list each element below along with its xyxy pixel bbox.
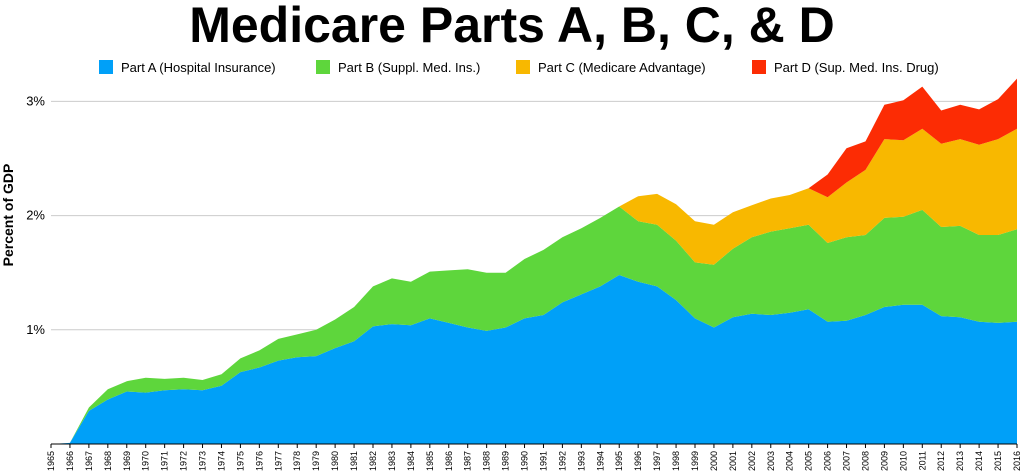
legend-swatch-3: [516, 60, 530, 74]
x-tick-label: 1979: [311, 451, 321, 471]
x-tick-label: 2016: [1012, 451, 1022, 471]
x-tick-label: 2009: [879, 451, 889, 471]
x-tick-label: 1992: [557, 451, 567, 471]
x-tick-label: 1987: [463, 451, 473, 471]
x-tick-label: 1976: [254, 451, 264, 471]
x-tick-label: 2003: [766, 451, 776, 471]
x-tick-label: 1982: [368, 451, 378, 471]
x-tick-label: 1965: [46, 451, 56, 471]
x-tick-label: 1973: [198, 451, 208, 471]
legend-swatch-1: [99, 60, 113, 74]
legend-label-1: Part A (Hospital Insurance): [121, 60, 276, 75]
series-area-2: [51, 206, 1017, 444]
x-tick-label: 1991: [539, 451, 549, 471]
x-tick-label: 2005: [804, 451, 814, 471]
x-tick-label: 2006: [823, 451, 833, 471]
x-tick-label: 1986: [444, 451, 454, 471]
y-tick-label: 1%: [26, 322, 45, 337]
x-tick-label: 1972: [179, 451, 189, 471]
y-tick-label: 3%: [26, 93, 45, 108]
x-tick-label: 1981: [349, 451, 359, 471]
legend: Part A (Hospital Insurance) Part B (Suppl…: [99, 60, 939, 75]
x-tick-label: 1978: [292, 451, 302, 471]
x-tick-label: 1985: [425, 451, 435, 471]
x-tick-label: 1975: [235, 451, 245, 471]
x-tick-label: 2008: [861, 451, 871, 471]
legend-swatch-4: [752, 60, 766, 74]
x-tick-label: 2000: [709, 451, 719, 471]
x-tick-label: 1994: [595, 451, 605, 471]
legend-label-3: Part C (Medicare Advantage): [538, 60, 706, 75]
x-tick-label: 2010: [898, 451, 908, 471]
x-tick-label: 2013: [955, 451, 965, 471]
legend-label-2: Part B (Suppl. Med. Ins.): [338, 60, 480, 75]
x-tick-label: 2015: [993, 451, 1003, 471]
legend-label-4: Part D (Sup. Med. Ins. Drug): [774, 60, 939, 75]
x-tick-label: 1970: [141, 451, 151, 471]
series-area-4: [51, 78, 1017, 444]
x-tick-label: 1989: [501, 451, 511, 471]
x-tick-label: 2014: [974, 451, 984, 471]
x-tick-label: 2004: [785, 451, 795, 471]
x-tick-label: 1977: [273, 451, 283, 471]
x-tick-label: 1990: [520, 451, 530, 471]
x-tick-label: 1974: [217, 451, 227, 471]
x-tick-label: 1969: [122, 451, 132, 471]
plot-areas: [51, 78, 1017, 445]
x-tick-label: 1996: [633, 451, 643, 471]
y-tick-label: 2%: [26, 208, 45, 223]
x-tick-label: 2011: [917, 451, 927, 470]
x-tick-label: 1983: [387, 451, 397, 471]
x-tick-label: 1968: [103, 451, 113, 471]
y-axis-title: Percent of GDP: [0, 164, 16, 267]
x-tick-label: 2007: [842, 451, 852, 471]
x-tick-label: 1993: [576, 451, 586, 471]
x-tick-label: 1999: [690, 451, 700, 471]
legend-swatch-2: [316, 60, 330, 74]
x-tick-label: 1966: [65, 451, 75, 471]
x-tick-label: 1980: [330, 451, 340, 471]
x-tick-label: 1997: [652, 451, 662, 471]
x-tick-label: 1995: [614, 451, 624, 471]
series-area-3: [51, 128, 1017, 445]
x-tick-label: 2012: [936, 451, 946, 471]
x-ticks: 1965 1966 1967 1968 1969 1970 1971 1972 1973 1974…: [46, 444, 1022, 471]
x-tick-label: 1971: [160, 451, 170, 471]
x-tick-label: 1967: [84, 451, 94, 471]
x-tick-label: 1984: [406, 451, 416, 471]
x-tick-label: 2001: [728, 451, 738, 471]
chart-title: Medicare Parts A, B, C, & D: [189, 0, 835, 53]
x-tick-label: 2002: [747, 451, 757, 471]
x-tick-label: 1988: [482, 451, 492, 471]
x-tick-label: 1998: [671, 451, 681, 471]
y-ticks: 1% 2% 3%: [26, 93, 45, 336]
series-area-1: [51, 275, 1017, 444]
